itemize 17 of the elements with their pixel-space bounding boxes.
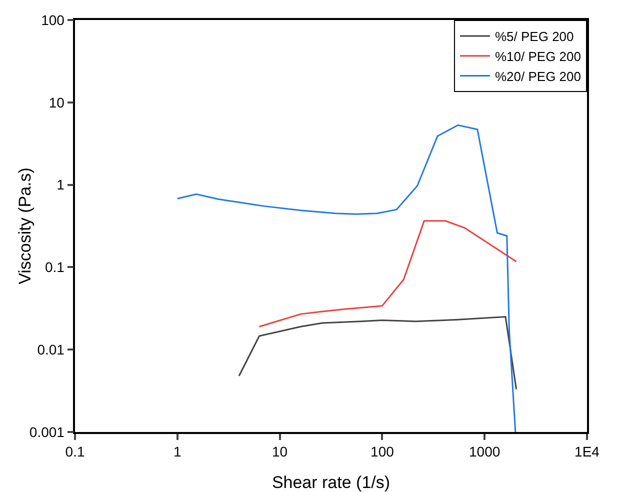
y-tick-label: 0.1 (44, 259, 65, 276)
legend-label: %20/ PEG 200 (495, 68, 581, 84)
x-tick-label: 0.1 (65, 444, 85, 460)
y-axis-title: Viscosity (Pa.s) (16, 168, 34, 284)
y-tick-label: 1 (56, 176, 65, 193)
x-tick-label: 1E4 (574, 444, 600, 460)
y-tick-label: 10 (48, 94, 65, 110)
legend-label: %10/ PEG 200 (495, 48, 581, 64)
x-axis-title: Shear rate (1/s) (272, 473, 390, 492)
x-tick-label: 10 (272, 444, 288, 460)
y-tick-label: 0.001 (29, 424, 65, 440)
x-tick-label: 1000 (469, 444, 500, 460)
x-tick-label: 1 (174, 444, 182, 460)
legend-label: %5/ PEG 200 (495, 29, 574, 44)
y-tick-label: 100 (41, 12, 65, 28)
y-tick-label: 0.01 (37, 342, 65, 358)
x-tick-label: 100 (370, 444, 394, 460)
